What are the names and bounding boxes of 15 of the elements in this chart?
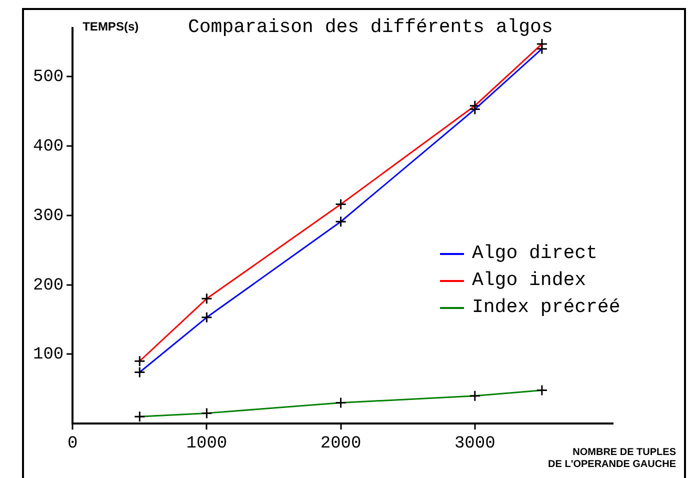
legend-label: Algo index — [472, 268, 586, 293]
y-tick-label: 100 — [32, 346, 64, 365]
x-tick-label: 3000 — [454, 434, 496, 454]
y-tick-label: 400 — [32, 137, 64, 156]
y-tick-label: 300 — [32, 206, 64, 226]
y-tick-label: 200 — [32, 276, 64, 296]
legend-label: Algo direct — [472, 241, 598, 266]
legend-label: Index précréé — [472, 295, 620, 320]
y-axis-title: TEMPS(s) — [82, 19, 139, 34]
x-tick-label: 1000 — [186, 434, 228, 454]
chart-title: Comparaison des différents algos — [188, 16, 553, 38]
x-tick-label: 2000 — [320, 434, 362, 454]
y-tick-label: 500 — [32, 68, 64, 88]
x-tick-label: 0 — [68, 434, 78, 454]
x-axis-title: NOMBRE DE TUPLES DE L'OPERANDE GAUCHE — [548, 446, 676, 470]
